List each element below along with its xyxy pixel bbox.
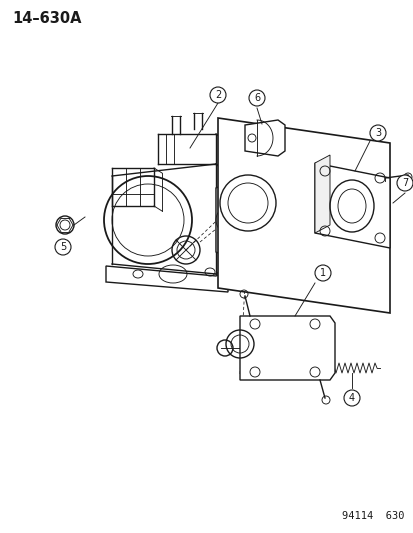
Text: 1: 1 [319, 268, 325, 278]
Polygon shape [216, 182, 240, 258]
Circle shape [396, 175, 412, 191]
Circle shape [209, 87, 225, 103]
Text: 94114  630: 94114 630 [342, 511, 404, 521]
Circle shape [248, 90, 264, 106]
Polygon shape [218, 118, 389, 313]
Circle shape [55, 239, 71, 255]
Circle shape [369, 125, 385, 141]
Text: 3: 3 [374, 128, 380, 138]
Text: 14–630A: 14–630A [12, 11, 81, 26]
Polygon shape [314, 163, 389, 248]
Circle shape [314, 265, 330, 281]
Text: 6: 6 [253, 93, 259, 103]
Polygon shape [106, 266, 228, 292]
Polygon shape [244, 120, 284, 156]
Circle shape [343, 390, 359, 406]
Text: 7: 7 [401, 178, 407, 188]
Text: 4: 4 [348, 393, 354, 403]
Polygon shape [240, 316, 334, 380]
Text: 5: 5 [60, 242, 66, 252]
Text: 2: 2 [214, 90, 221, 100]
Polygon shape [314, 155, 329, 233]
